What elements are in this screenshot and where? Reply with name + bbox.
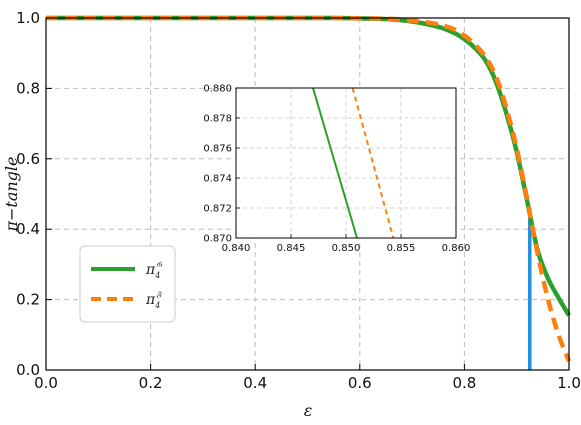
inset-y-tick-label: 0.880 — [203, 84, 232, 95]
x-tick-label: 0.4 — [243, 374, 267, 392]
legend-label-green: π4𝔊 — [145, 260, 163, 280]
legend-box — [79, 245, 176, 323]
inset-x-tick-label: 0.845 — [277, 243, 306, 254]
inset-y-tick-label: 0.874 — [203, 174, 232, 185]
inset-y-tick-label: 0.876 — [203, 144, 232, 155]
inset-ticks: 0.840 0.845 0.850 0.855 0.860 0.870 0.872 0.874… — [203, 84, 470, 255]
inset-y-tick-label: 0.870 — [203, 234, 232, 245]
inset-chart: 0.840 0.845 0.850 0.855 0.860 0.870 0.872 0.874… — [203, 84, 470, 255]
x-tick-label: 0.8 — [452, 374, 476, 392]
inset-series-layer — [312, 87, 395, 239]
x-tick-label: 0.2 — [139, 374, 163, 392]
inset-x-tick-label: 0.840 — [222, 243, 251, 254]
legend-label-orange: π4𝔉 — [145, 290, 162, 310]
inset-grid — [236, 88, 456, 238]
y-axis-label: π−tangle — [2, 156, 21, 232]
y-tick-label: 0.8 — [16, 79, 40, 97]
y-tick-label: 0.0 — [16, 361, 40, 379]
inset-series-line-orange — [351, 87, 395, 239]
y-tick-label: 0.4 — [16, 220, 40, 238]
inset-y-tick-label: 0.878 — [203, 114, 232, 125]
y-tick-label: 0.2 — [16, 291, 40, 309]
inset-x-tick-label: 0.850 — [332, 243, 361, 254]
x-tick-label: 0.6 — [348, 374, 372, 392]
inset-x-tick-label: 0.855 — [387, 243, 416, 254]
x-axis-label: ε — [304, 401, 313, 420]
legend: π4𝔊 π4𝔉 — [79, 245, 176, 323]
x-tick-label: 1.0 — [557, 374, 581, 392]
inset-x-tick-label: 0.860 — [442, 243, 471, 254]
inset-series-line-green — [312, 87, 358, 239]
inset-y-tick-label: 0.872 — [203, 204, 232, 215]
main-ticks: 0.0 0.2 0.4 0.6 0.8 1.0 0.0 0.2 0.4 0.6 0.8 1.0 — [16, 9, 581, 392]
plot-frame — [45, 17, 570, 371]
y-tick-label: 0.6 — [16, 150, 40, 168]
y-tick-label: 1.0 — [16, 9, 40, 27]
x-tick-label: 0.0 — [34, 374, 58, 392]
